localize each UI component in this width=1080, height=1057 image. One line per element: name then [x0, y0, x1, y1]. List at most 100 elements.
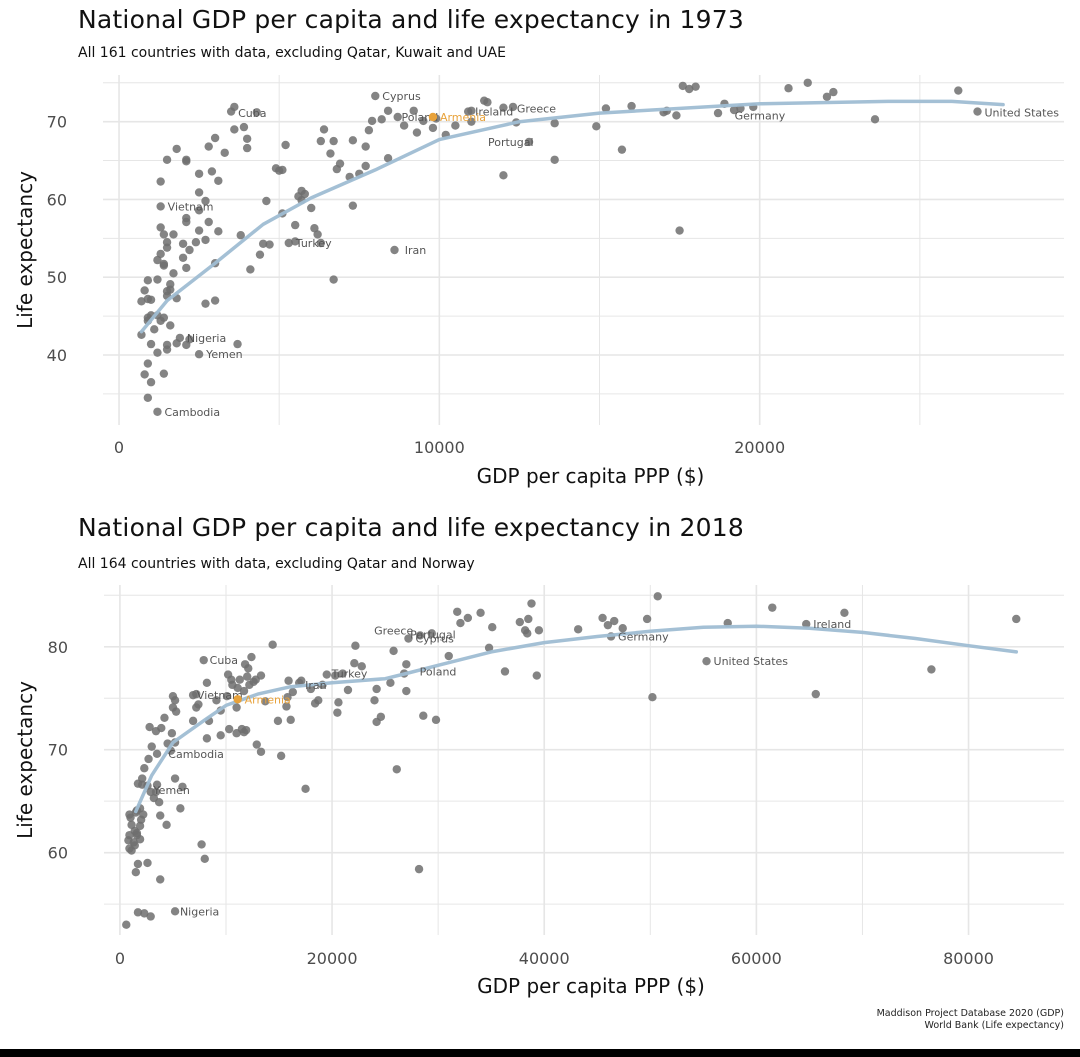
data-point — [146, 339, 156, 349]
data-point — [361, 161, 370, 171]
data-point — [351, 641, 360, 650]
data-point — [258, 239, 268, 248]
data-point — [239, 686, 249, 696]
data-point — [172, 144, 181, 154]
data-point — [255, 250, 265, 259]
data-point — [136, 815, 146, 824]
data-point — [194, 188, 204, 197]
data-point — [386, 678, 395, 687]
data-point — [399, 121, 409, 130]
data-point — [247, 652, 256, 662]
data-point — [146, 787, 155, 797]
data-point — [153, 348, 162, 357]
x-tick-label: 10000 — [414, 438, 465, 457]
data-point — [829, 87, 838, 97]
data-point — [194, 206, 204, 215]
data-point — [154, 798, 164, 807]
data-point — [210, 133, 220, 143]
data-point — [329, 136, 338, 146]
country-label: Armenia — [245, 693, 291, 706]
data-point — [499, 103, 508, 112]
data-point — [137, 330, 146, 339]
data-point — [252, 740, 261, 749]
country-label: Ireland — [475, 106, 513, 119]
chart-title-1973: National GDP per capita and life expecta… — [78, 5, 744, 34]
data-point — [194, 169, 204, 178]
highlight-point — [428, 112, 438, 122]
data-point — [500, 667, 510, 676]
data-point — [153, 407, 162, 416]
data-point — [152, 749, 162, 759]
data-point — [524, 137, 534, 147]
data-point — [265, 240, 274, 249]
data-point — [444, 651, 453, 661]
country-label: Nigeria — [187, 332, 226, 345]
data-point — [140, 909, 149, 918]
country-label: Germany — [735, 109, 786, 122]
x-tick-label: 0 — [114, 438, 124, 457]
data-point — [156, 223, 165, 232]
data-point — [291, 237, 300, 246]
country-label: Vietnam — [168, 200, 214, 213]
data-point — [467, 117, 476, 126]
data-point — [146, 912, 155, 921]
data-point — [713, 108, 723, 118]
caption-line-life-expectancy: World Bank (Life expectancy) — [924, 1020, 1065, 1031]
data-point — [133, 859, 143, 869]
data-point — [178, 253, 188, 262]
data-point — [192, 689, 201, 699]
country-label: Yemen — [205, 348, 243, 361]
data-point — [284, 238, 293, 248]
data-point — [393, 112, 402, 122]
data-point — [153, 255, 162, 265]
data-point — [414, 864, 424, 874]
data-point — [350, 659, 359, 668]
data-point — [685, 84, 694, 94]
y-tick-label: 80 — [48, 638, 68, 657]
data-point — [428, 123, 438, 133]
data-point — [122, 920, 131, 929]
data-point — [202, 734, 212, 743]
data-point — [140, 370, 149, 379]
trend-line — [139, 99, 1005, 334]
data-point — [348, 136, 358, 145]
data-point — [371, 91, 380, 101]
data-point — [488, 623, 497, 632]
data-point — [242, 134, 252, 143]
country-label: Germany — [618, 630, 669, 643]
data-point — [239, 122, 249, 132]
data-point — [301, 784, 310, 794]
data-point — [143, 359, 153, 368]
data-point — [870, 115, 880, 124]
x-tick-label: 40000 — [519, 949, 570, 968]
data-point — [601, 104, 611, 113]
data-point — [132, 828, 142, 838]
data-point — [273, 716, 283, 726]
data-point — [326, 149, 335, 158]
data-point — [201, 196, 210, 206]
data-point — [224, 724, 234, 734]
data-point — [160, 713, 169, 722]
data-point — [127, 820, 136, 830]
data-point — [220, 148, 229, 157]
data-point — [252, 108, 261, 117]
country-label: Cambodia — [168, 748, 224, 761]
scatter-plot-1973: 0 10000 20000 40 50 60 70 GDP per capita PPP ($… — [13, 75, 1064, 488]
data-point — [603, 620, 613, 630]
data-point — [182, 263, 191, 273]
data-points — [137, 78, 982, 416]
data-point — [171, 707, 181, 716]
data-point — [642, 614, 652, 624]
data-point — [170, 774, 180, 783]
data-point — [364, 126, 374, 135]
data-point — [162, 155, 172, 164]
data-point — [840, 608, 849, 617]
data-point — [153, 275, 162, 284]
data-point — [383, 106, 393, 115]
country-label: Iran — [405, 244, 427, 257]
data-point — [508, 102, 518, 112]
country-labels: Ireland Germany United States GreecePortuga… — [152, 618, 851, 918]
data-point — [170, 696, 180, 705]
data-point — [256, 747, 266, 756]
country-label: Cyprus — [382, 90, 421, 103]
